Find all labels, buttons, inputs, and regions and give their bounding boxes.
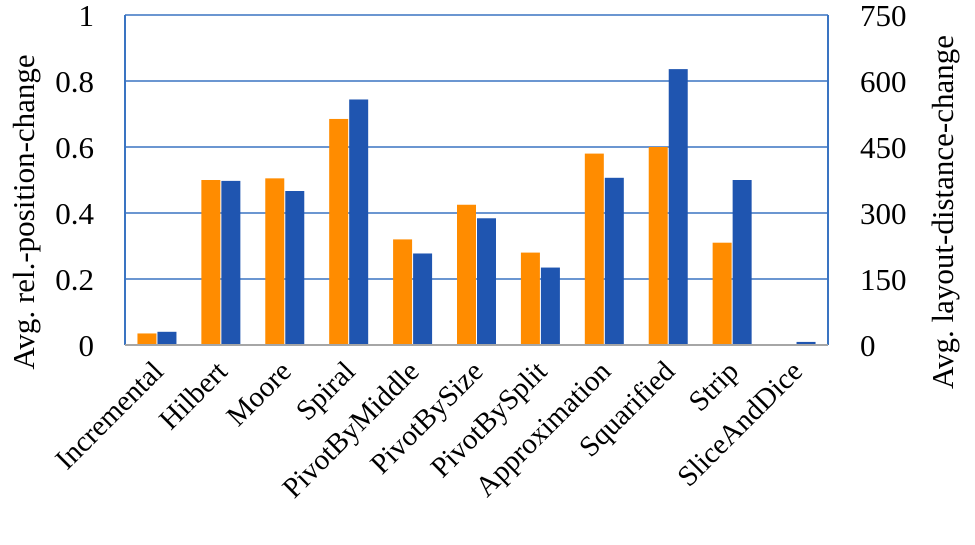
left-tick-label: 0.2 (55, 262, 94, 297)
gridlines (125, 14, 828, 280)
left-tick-label: 0.6 (55, 130, 94, 165)
category-label-hilbert: Hilbert (153, 355, 234, 436)
category-labels: IncrementalHilbertMooreSpiralPivotByMidd… (49, 355, 809, 504)
orange-bar-hilbert (201, 180, 221, 345)
category-label-incremental: Incremental (49, 355, 170, 476)
left-tick-label: 0.4 (55, 196, 94, 231)
right-tick-label: 150 (860, 262, 907, 297)
blue-bar-moore (285, 191, 305, 345)
bars (137, 69, 816, 346)
right-tick-label: 450 (860, 130, 907, 165)
blue-bar-spiral (349, 99, 369, 345)
orange-bar-spiral (329, 118, 349, 345)
blue-bar-strip (732, 180, 752, 345)
plot-frame (124, 15, 829, 346)
orange-bar-incremental (137, 333, 157, 345)
blue-bar-pivotbysplit (540, 267, 560, 345)
orange-bar-pivotbysize (457, 204, 476, 345)
blue-bar-hilbert (221, 180, 241, 345)
orange-bar-squarified (648, 147, 668, 345)
category-label-moore: Moore (220, 355, 297, 432)
right-tick-label: 600 (860, 64, 907, 99)
blue-bar-pivotbysize (477, 218, 496, 345)
blue-bar-incremental (157, 331, 177, 345)
right-axis-label: Avg. layout-distance-change (925, 35, 960, 389)
left-tick-label: 1 (79, 0, 95, 33)
right-tick-label: 750 (860, 0, 907, 33)
right-tick-label: 0 (860, 328, 876, 363)
left-axis-label: Avg. rel.-position-change (6, 54, 41, 369)
left-axis-ticks: 0 0.2 0.4 0.6 0.8 1 (55, 0, 94, 363)
orange-bar-approximation (584, 153, 604, 345)
left-tick-label: 0 (79, 328, 95, 363)
blue-bar-squarified (668, 69, 688, 346)
blue-bar-sliceanddice (796, 341, 816, 345)
orange-bar-strip (712, 242, 732, 345)
left-tick-label: 0.8 (55, 64, 94, 99)
blue-bar-pivotbymiddle (413, 253, 433, 345)
right-axis-ticks: 0 150 300 450 600 750 (860, 0, 907, 363)
right-tick-label: 300 (860, 196, 907, 231)
blue-bar-approximation (604, 177, 624, 345)
orange-bar-moore (265, 178, 285, 345)
orange-bar-pivotbymiddle (393, 239, 413, 345)
orange-bar-pivotbysplit (520, 252, 540, 345)
